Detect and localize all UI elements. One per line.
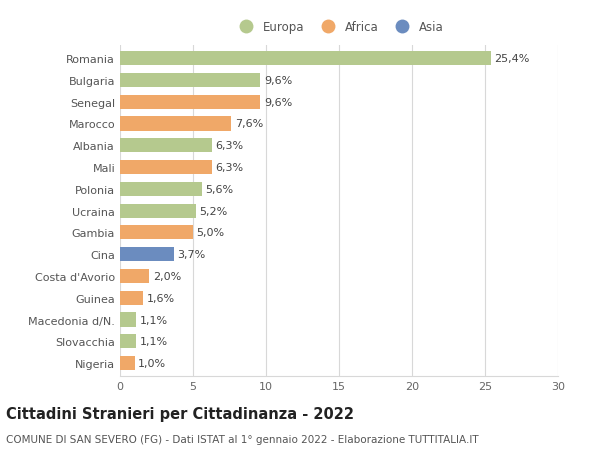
Bar bbox=[120, 73, 260, 88]
Text: 1,6%: 1,6% bbox=[147, 293, 175, 303]
Bar bbox=[120, 52, 491, 66]
Text: 25,4%: 25,4% bbox=[494, 54, 530, 64]
Text: 1,1%: 1,1% bbox=[140, 336, 168, 347]
Bar bbox=[120, 313, 136, 327]
Text: 5,2%: 5,2% bbox=[200, 206, 228, 216]
Bar bbox=[120, 204, 196, 218]
Text: 1,0%: 1,0% bbox=[138, 358, 166, 368]
Text: COMUNE DI SAN SEVERO (FG) - Dati ISTAT al 1° gennaio 2022 - Elaborazione TUTTITA: COMUNE DI SAN SEVERO (FG) - Dati ISTAT a… bbox=[6, 434, 479, 444]
Bar bbox=[120, 95, 260, 110]
Bar bbox=[120, 226, 193, 240]
Bar bbox=[120, 139, 212, 153]
Text: Cittadini Stranieri per Cittadinanza - 2022: Cittadini Stranieri per Cittadinanza - 2… bbox=[6, 406, 354, 421]
Bar bbox=[120, 335, 136, 349]
Legend: Europa, Africa, Asia: Europa, Africa, Asia bbox=[232, 19, 446, 36]
Bar bbox=[120, 247, 174, 262]
Text: 5,0%: 5,0% bbox=[197, 228, 225, 238]
Text: 9,6%: 9,6% bbox=[264, 97, 292, 107]
Text: 7,6%: 7,6% bbox=[235, 119, 263, 129]
Text: 6,3%: 6,3% bbox=[215, 162, 244, 173]
Bar bbox=[120, 356, 134, 370]
Bar bbox=[120, 269, 149, 284]
Bar bbox=[120, 117, 231, 131]
Text: 9,6%: 9,6% bbox=[264, 76, 292, 86]
Text: 5,6%: 5,6% bbox=[205, 185, 233, 195]
Bar bbox=[120, 291, 143, 305]
Text: 3,7%: 3,7% bbox=[178, 250, 206, 260]
Text: 6,3%: 6,3% bbox=[215, 141, 244, 151]
Text: 2,0%: 2,0% bbox=[153, 271, 181, 281]
Bar bbox=[120, 182, 202, 196]
Bar bbox=[120, 161, 212, 175]
Text: 1,1%: 1,1% bbox=[140, 315, 168, 325]
